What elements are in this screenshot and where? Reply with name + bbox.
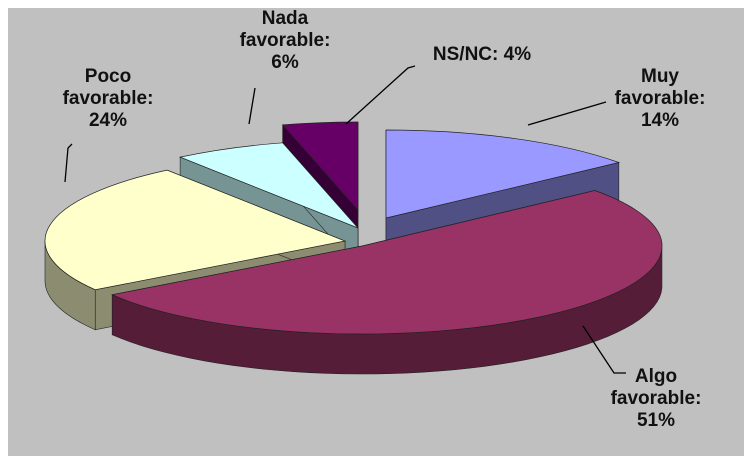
chart-area: Muy favorable: 14% Algo favorable: 51% Poco fav…	[8, 8, 744, 456]
slice-label-poco-favorable: Poco favorable: 24%	[63, 66, 154, 131]
leader-line-poco-favorable	[64, 143, 73, 183]
leader-line-ns-nc	[345, 65, 416, 125]
slice-label-algo-favorable: Algo favorable: 51%	[611, 366, 702, 431]
slice-label-ns-nc: NS/NC: 4%	[433, 44, 531, 65]
slice-label-line-algo-favorable-1: favorable:	[611, 388, 702, 409]
pie-chart: Muy favorable: 14%Algo favorable: 51%Poco fav…	[44, 8, 706, 431]
pie-labels: Muy favorable: 14%Algo favorable: 51%Poco fav…	[63, 8, 706, 431]
slice-label-line-nada-favorable-2: 6%	[271, 52, 299, 73]
slice-label-line-nada-favorable-0: Nada	[262, 8, 309, 29]
slice-label-line-muy-favorable-2: 14%	[641, 110, 679, 131]
slice-label-line-muy-favorable-0: Muy	[641, 66, 679, 87]
slice-label-muy-favorable: Muy favorable: 14%	[615, 66, 706, 131]
slice-label-nada-favorable: Nada favorable: 6%	[240, 8, 331, 73]
pie-slice-muy-favorable	[385, 129, 621, 219]
slice-label-line-algo-favorable-0: Algo	[635, 366, 677, 387]
slice-label-line-poco-favorable-2: 24%	[89, 110, 127, 131]
pie-slice-nada-favorable	[178, 142, 359, 229]
leader-line-nada-favorable	[248, 87, 256, 125]
pie-slice-algo-favorable	[111, 190, 663, 335]
slice-label-line-muy-favorable-1: favorable:	[615, 88, 706, 109]
slice-label-line-nada-favorable-1: favorable:	[240, 30, 331, 51]
pie-slice-ns-nc	[281, 121, 359, 211]
pie-slice-poco-favorable	[44, 169, 347, 291]
pie-tops	[44, 121, 663, 335]
slice-label-line-algo-favorable-2: 51%	[637, 410, 675, 431]
slice-label-line-poco-favorable-1: favorable:	[63, 88, 154, 109]
slice-label-line-poco-favorable-0: Poco	[85, 66, 131, 87]
leader-line-algo-favorable	[582, 325, 626, 374]
leader-line-muy-favorable	[527, 101, 607, 126]
slice-label-line-ns-nc-0: NS/NC: 4%	[433, 44, 531, 65]
